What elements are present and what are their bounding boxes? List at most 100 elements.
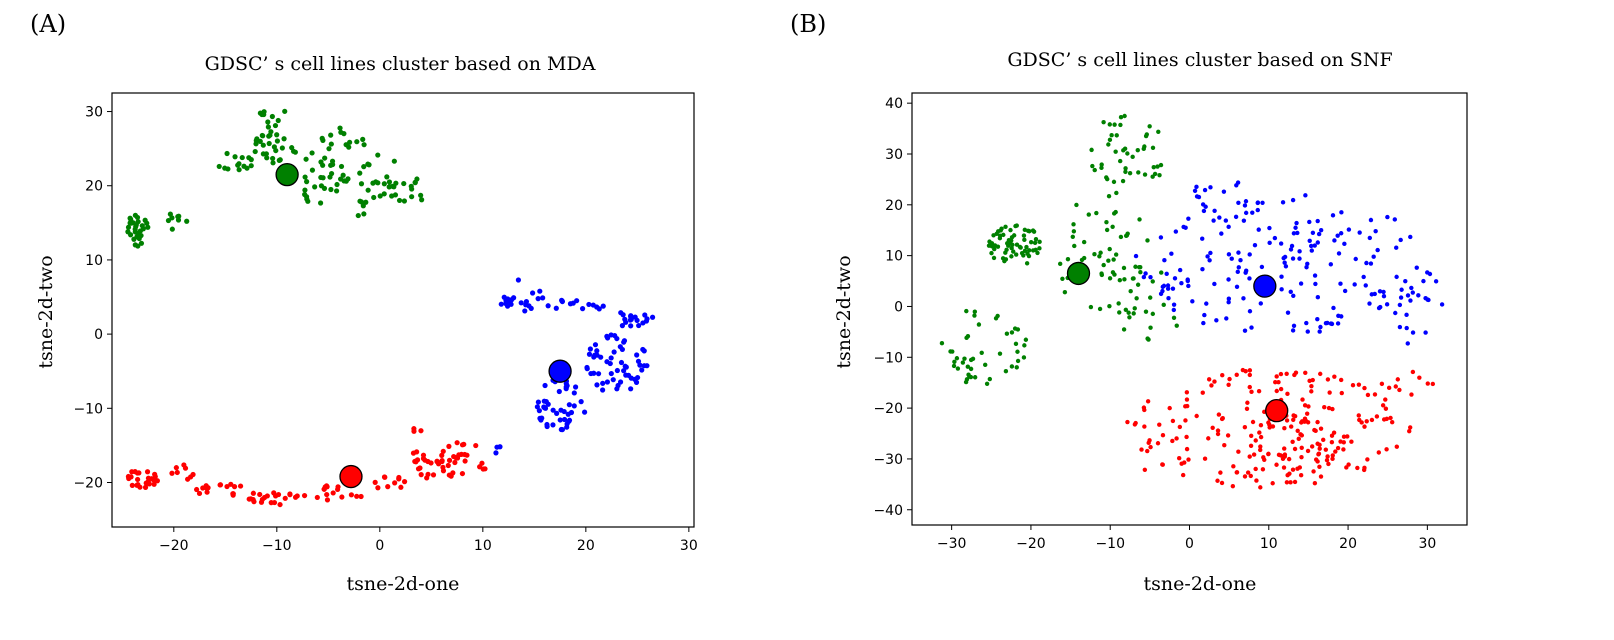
chart-b-point-cluster-3 — [1186, 457, 1191, 462]
chart-b-point-cluster-1 — [1071, 229, 1077, 234]
chart-a-point-cluster-1 — [419, 197, 425, 203]
chart-a-point-cluster-1 — [265, 119, 271, 125]
chart-a-point-cluster-1 — [360, 136, 366, 142]
chart-b-point-cluster-1 — [1092, 251, 1097, 257]
chart-a-y-tick-label: −10 — [73, 401, 103, 417]
chart-a-point-cluster-1 — [381, 181, 387, 187]
chart-b-point-cluster-3 — [1147, 438, 1152, 443]
chart-b-point-cluster-1 — [995, 313, 1000, 319]
chart-b-point-cluster-3 — [1322, 405, 1327, 410]
chart-b-point-cluster-3 — [1330, 456, 1335, 462]
chart-a-point-cluster-1 — [321, 185, 328, 191]
chart-b-y-tick-label: −10 — [873, 350, 903, 366]
chart-b-point-cluster-2 — [1339, 210, 1344, 215]
chart-b-point-cluster-1 — [1143, 309, 1149, 314]
chart-b-point-cluster-1 — [1131, 311, 1136, 316]
chart-a-point-cluster-2 — [641, 363, 647, 369]
chart-b-point-cluster-1 — [1098, 250, 1103, 255]
chart-b-point-cluster-2 — [1201, 320, 1206, 326]
chart-b-point-cluster-3 — [1383, 397, 1388, 402]
chart-b-point-cluster-3 — [1257, 430, 1262, 435]
chart-b-point-cluster-2 — [1208, 185, 1213, 190]
chart-a-point-cluster-1 — [133, 222, 139, 228]
chart-a-point-cluster-2 — [592, 352, 598, 358]
chart-a-point-cluster-1 — [232, 154, 238, 160]
chart-a-point-cluster-1 — [329, 158, 336, 164]
chart-a-point-cluster-1 — [414, 176, 420, 182]
chart-b-point-cluster-3 — [1315, 419, 1320, 425]
chart-b-point-cluster-1 — [1123, 166, 1128, 171]
chart-b-point-cluster-3 — [1210, 425, 1215, 431]
chart-b-point-cluster-1 — [1107, 303, 1112, 309]
chart-b-point-cluster-3 — [1344, 465, 1349, 470]
chart-b-point-cluster-3 — [1318, 426, 1324, 431]
chart-a-point-cluster-1 — [396, 197, 403, 204]
chart-a-y-tick-label: 20 — [85, 179, 103, 195]
chart-b-point-cluster-3 — [1303, 370, 1308, 375]
chart-b-point-cluster-1 — [1132, 306, 1137, 311]
chart-b-point-cluster-3 — [1374, 414, 1380, 419]
chart-a-point-cluster-1 — [333, 188, 340, 194]
chart-a-point-cluster-2 — [571, 390, 577, 396]
chart-b-point-cluster-1 — [983, 362, 988, 368]
chart-a-point-cluster-1 — [355, 212, 361, 219]
chart-b-point-cluster-2 — [1133, 253, 1139, 259]
chart-a-point-cluster-1 — [322, 155, 328, 161]
chart-b-point-cluster-3 — [1333, 449, 1338, 454]
chart-a-point-cluster-2 — [566, 418, 572, 424]
chart-a-point-cluster-3 — [261, 494, 268, 501]
chart-b-point-cluster-3 — [1170, 418, 1176, 424]
chart-a-point-cluster-1 — [309, 150, 315, 156]
chart-a-point-cluster-3 — [473, 442, 479, 449]
chart-b-point-cluster-3 — [1222, 442, 1227, 448]
chart-b-point-cluster-3 — [1282, 452, 1288, 457]
chart-b-point-cluster-3 — [1331, 430, 1337, 435]
chart-b-point-cluster-2 — [1394, 274, 1399, 280]
chart-b-point-cluster-3 — [1155, 441, 1161, 446]
chart-b-point-cluster-3 — [1226, 382, 1231, 388]
chart-b-point-cluster-3 — [1290, 467, 1296, 472]
chart-a-point-cluster-2 — [507, 299, 513, 305]
chart-a-point-cluster-1 — [320, 175, 326, 181]
chart-a-point-cluster-1 — [361, 211, 367, 217]
chart-b-point-cluster-2 — [1353, 256, 1358, 262]
chart-b-point-cluster-2 — [1279, 287, 1284, 292]
chart-a-x-tick-label: 30 — [680, 538, 698, 554]
chart-a-point-cluster-1 — [236, 167, 242, 173]
chart-b-point-cluster-3 — [1249, 389, 1254, 395]
chart-b-point-cluster-1 — [1123, 233, 1129, 239]
chart-b-point-cluster-1 — [1008, 240, 1013, 245]
chart-b-point-cluster-1 — [1088, 304, 1094, 310]
chart-b-point-cluster-3 — [1227, 376, 1232, 382]
chart-b-point-cluster-2 — [1280, 200, 1286, 205]
chart-a-point-cluster-2 — [528, 305, 534, 311]
chart-b-point-cluster-2 — [1404, 325, 1409, 331]
chart-a-point-cluster-2 — [544, 423, 550, 430]
chart-b-point-cluster-2 — [1385, 214, 1390, 220]
chart-a-point-cluster-3 — [301, 492, 308, 499]
chart-b-point-cluster-2 — [1205, 254, 1210, 259]
chart-b-point-cluster-3 — [1274, 374, 1279, 379]
chart-b-point-cluster-2 — [1316, 231, 1322, 237]
chart-b-point-cluster-2 — [1224, 316, 1229, 321]
chart-b-point-cluster-1 — [1174, 323, 1179, 328]
chart-a-point-cluster-2 — [566, 402, 572, 408]
chart-a-point-cluster-2 — [600, 303, 606, 309]
chart-b-point-cluster-2 — [1425, 270, 1430, 275]
chart-b-point-cluster-3 — [1273, 380, 1278, 385]
chart-a-point-cluster-1 — [409, 186, 415, 192]
chart-b-point-cluster-2 — [1308, 243, 1314, 249]
chart-b-point-cluster-1 — [1121, 327, 1127, 332]
chart-a-point-cluster-2 — [572, 384, 579, 390]
chart-a-point-cluster-1 — [305, 198, 311, 204]
chart-b-point-cluster-2 — [1141, 274, 1147, 280]
chart-b-point-cluster-2 — [1305, 329, 1310, 334]
chart-b-point-cluster-3 — [1315, 459, 1320, 464]
chart-b-point-cluster-3 — [1276, 452, 1282, 458]
chart-b-point-cluster-1 — [992, 246, 997, 252]
chart-a-point-cluster-2 — [608, 370, 614, 377]
chart-b-point-cluster-3 — [1296, 436, 1301, 442]
chart-b-point-cluster-3 — [1145, 448, 1150, 454]
chart-b-point-cluster-3 — [1299, 454, 1304, 460]
chart-b-point-cluster-2 — [1164, 271, 1169, 277]
